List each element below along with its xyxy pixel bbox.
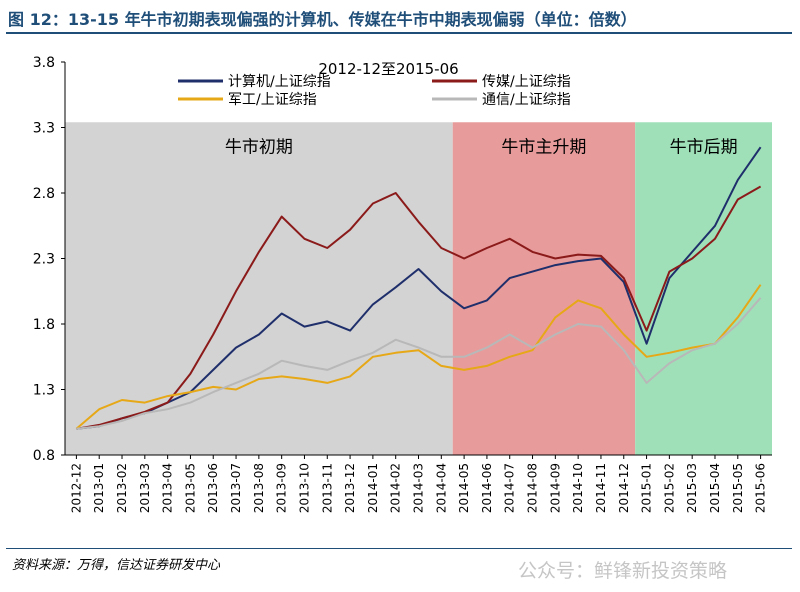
legend-label: 通信/上证综指: [482, 92, 571, 108]
legend-label: 传媒/上证综指: [482, 74, 571, 90]
figure-title: 图 12：13-15 年牛市初期表现偏强的计算机、传媒在牛市中期表现偏弱（单位：…: [8, 10, 637, 29]
title-rule: [6, 32, 792, 34]
y-tick-label: 3.8: [33, 55, 55, 71]
y-tick-label: 2.8: [33, 186, 55, 202]
y-tick-label: 1.8: [33, 317, 55, 333]
x-tick-label: 2014-01: [366, 463, 380, 513]
x-tick-label: 2014-10: [571, 463, 585, 513]
y-tick-label: 1.3: [33, 383, 55, 399]
x-tick-label: 2013-05: [183, 463, 197, 513]
region-layer: [65, 122, 772, 455]
y-tick-label: 3.3: [33, 121, 55, 137]
x-tick-label: 2013-07: [229, 463, 243, 513]
x-tick-label: 2014-02: [389, 463, 403, 513]
x-tick-label: 2015-01: [640, 463, 654, 513]
bottom-rule: [6, 548, 792, 549]
watermark: 公众号：鲜锋新投资策略: [518, 560, 728, 582]
x-tick-label: 2012-12: [69, 463, 83, 513]
series-line: [76, 297, 762, 430]
region-band: [452, 122, 636, 455]
x-tick-label: 2014-08: [526, 463, 540, 513]
source-note: 资料来源：万得，信达证券研发中心: [12, 558, 221, 573]
x-tick-label: 2014-11: [594, 463, 608, 513]
x-tick-label: 2014-12: [617, 463, 631, 513]
x-tick-label: 2014-04: [434, 463, 448, 513]
x-tick-label: 2013-03: [138, 463, 152, 513]
y-tick-label: 0.8: [33, 448, 55, 464]
legend-label: 军工/上证综指: [228, 92, 317, 108]
region-label: 牛市初期: [225, 137, 293, 157]
x-tick-label: 2013-04: [161, 463, 175, 513]
chart-subtitle: 2012-12至2015-06: [318, 60, 458, 78]
x-tick-label: 2013-12: [343, 463, 357, 513]
region-band: [65, 122, 453, 455]
series-layer: [75, 146, 762, 430]
x-tick-label: 2013-08: [252, 463, 266, 513]
x-tick-label: 2014-07: [503, 463, 517, 513]
x-tick-label: 2013-01: [92, 463, 106, 513]
axes-layer: 0.8 1.3 1.8 2.3 2.8 3.3 3.8 2012-12 2013-01 2013-…: [33, 55, 772, 513]
x-tick-label: 2013-11: [320, 463, 334, 513]
x-tick-label: 2013-09: [275, 463, 289, 513]
x-tick-label: 2014-05: [457, 463, 471, 513]
x-tick-label: 2015-06: [754, 463, 768, 513]
chart-svg: 0.8 1.3 1.8 2.3 2.8 3.3 3.8 2012-12 2013-01 2013-…: [33, 55, 772, 513]
legend-label: 计算机/上证综指: [228, 74, 331, 90]
x-tick-label: 2013-02: [115, 463, 129, 513]
x-tick-label: 2014-09: [548, 463, 562, 513]
region-label: 牛市主升期: [501, 137, 586, 157]
x-tick-label: 2015-04: [708, 463, 722, 513]
region-label: 牛市后期: [670, 137, 738, 157]
x-tick-label: 2014-03: [412, 463, 426, 513]
x-tick-label: 2015-03: [685, 463, 699, 513]
x-tick-label: 2015-05: [731, 463, 745, 513]
x-tick-label: 2014-06: [480, 463, 494, 513]
x-tick-label: 2013-06: [206, 463, 220, 513]
x-tick-label: 2015-02: [662, 463, 676, 513]
series-line: [75, 284, 762, 430]
region-band: [635, 122, 772, 455]
label-layer: 牛市初期 牛市主升期 牛市后期 2012-12至2015-06: [225, 60, 738, 157]
series-line: [76, 185, 762, 430]
y-tick-label: 2.3: [33, 252, 55, 268]
x-tick-label: 2013-10: [297, 463, 311, 513]
